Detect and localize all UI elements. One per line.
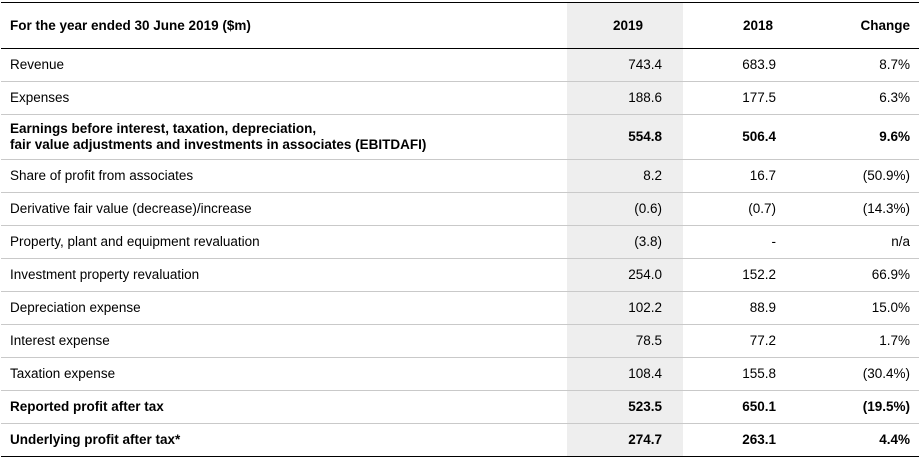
row-label: Taxation expense: [1, 357, 567, 391]
row-label: Share of profit from associates: [1, 159, 567, 193]
table-row-taxation: Taxation expense 108.4 155.8 (30.4%): [1, 357, 919, 391]
value-2019: 8.2: [567, 159, 683, 193]
header-period-label: For the year ended 30 June 2019 ($m): [1, 2, 567, 49]
value-2019: 743.4: [567, 48, 683, 82]
value-2018: (0.7): [683, 192, 801, 226]
row-label-line-2: fair value adjustments and investments i…: [10, 137, 427, 152]
value-2018: 77.2: [683, 324, 801, 358]
value-change: 4.4%: [801, 423, 919, 457]
value-2019: 254.0: [567, 258, 683, 292]
value-2019: (3.8): [567, 225, 683, 259]
row-label: Underlying profit after tax*: [1, 423, 567, 457]
value-change: 15.0%: [801, 291, 919, 325]
value-2018: 88.9: [683, 291, 801, 325]
table-row-expenses: Expenses 188.6 177.5 6.3%: [1, 81, 919, 115]
value-2018: 177.5: [683, 81, 801, 115]
value-2018: 16.7: [683, 159, 801, 193]
row-label: Property, plant and equipment revaluatio…: [1, 225, 567, 259]
row-label-line-1: Earnings before interest, taxation, depr…: [10, 121, 317, 136]
value-2018: 263.1: [683, 423, 801, 457]
value-2019: 274.7: [567, 423, 683, 457]
table-row-ebitdafi: Earnings before interest, taxation, depr…: [1, 114, 919, 160]
value-change: (50.9%): [801, 159, 919, 193]
table-row-revenue: Revenue 743.4 683.9 8.7%: [1, 48, 919, 82]
value-2019: (0.6): [567, 192, 683, 226]
row-label: Revenue: [1, 48, 567, 82]
financial-results-table: For the year ended 30 June 2019 ($m) 201…: [1, 2, 919, 457]
value-change: (19.5%): [801, 390, 919, 424]
row-label: Expenses: [1, 81, 567, 115]
table-row-ppe-revaluation: Property, plant and equipment revaluatio…: [1, 225, 919, 259]
row-label: Reported profit after tax: [1, 390, 567, 424]
value-change: 8.7%: [801, 48, 919, 82]
value-2019: 523.5: [567, 390, 683, 424]
table-row-depreciation: Depreciation expense 102.2 88.9 15.0%: [1, 291, 919, 325]
header-change: Change: [801, 2, 919, 49]
row-label: Depreciation expense: [1, 291, 567, 325]
value-2019: 188.6: [567, 81, 683, 115]
header-2019: 2019: [567, 2, 683, 49]
table-row-derivative: Derivative fair value (decrease)/increas…: [1, 192, 919, 226]
value-change: (30.4%): [801, 357, 919, 391]
row-label: Interest expense: [1, 324, 567, 358]
value-change: (14.3%): [801, 192, 919, 226]
value-change: 1.7%: [801, 324, 919, 358]
value-2018: -: [683, 225, 801, 259]
value-change: 9.6%: [801, 114, 919, 160]
row-label: Derivative fair value (decrease)/increas…: [1, 192, 567, 226]
row-label: Earnings before interest, taxation, depr…: [1, 114, 567, 160]
header-2018: 2018: [683, 2, 801, 49]
value-2019: 78.5: [567, 324, 683, 358]
table-row-associates: Share of profit from associates 8.2 16.7…: [1, 159, 919, 193]
table-header-row: For the year ended 30 June 2019 ($m) 201…: [1, 2, 919, 49]
value-2018: 152.2: [683, 258, 801, 292]
value-2019: 108.4: [567, 357, 683, 391]
table-row-reported-profit: Reported profit after tax 523.5 650.1 (1…: [1, 390, 919, 424]
value-2019: 554.8: [567, 114, 683, 160]
value-2019: 102.2: [567, 291, 683, 325]
row-label: Investment property revaluation: [1, 258, 567, 292]
table-row-interest: Interest expense 78.5 77.2 1.7%: [1, 324, 919, 358]
value-2018: 155.8: [683, 357, 801, 391]
value-2018: 650.1: [683, 390, 801, 424]
value-change: 6.3%: [801, 81, 919, 115]
table-row-investment-property: Investment property revaluation 254.0 15…: [1, 258, 919, 292]
value-2018: 683.9: [683, 48, 801, 82]
value-change: 66.9%: [801, 258, 919, 292]
table-row-underlying-profit: Underlying profit after tax* 274.7 263.1…: [1, 423, 919, 457]
value-2018: 506.4: [683, 114, 801, 160]
value-change: n/a: [801, 225, 919, 259]
